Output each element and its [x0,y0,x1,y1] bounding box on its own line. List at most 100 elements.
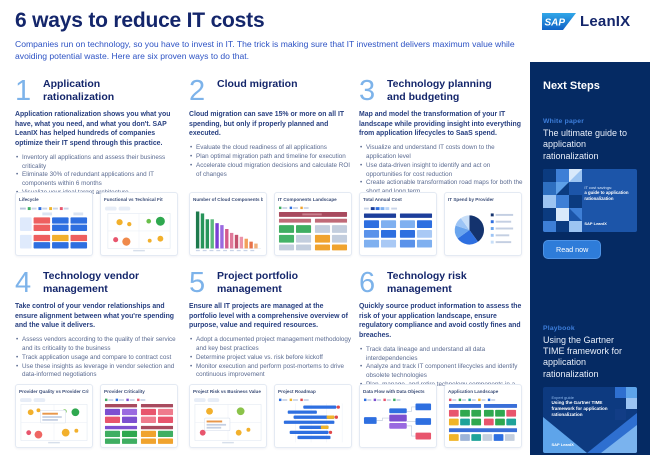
section-number: 2 [189,75,206,107]
resource-type-label: Playbook [543,324,575,332]
chart-thumbnail-total-annual-cost: Total Annual Cost [359,192,437,256]
section-bullets: Assess vendors according to the quality … [15,336,179,380]
section-cloud-migration: 2 Cloud migration Cloud migration can sa… [189,75,353,264]
chart-thumbnail-it-components-landscape: IT Components Landscape [274,192,352,256]
resource-playbook: Playbook Using the Gartner TIME framewor… [543,325,637,455]
chart-thumbnails: Provider Quality vs Provider Criticality… [15,384,178,448]
bullet: Adopt a documented project management me… [189,336,353,354]
data-flow-graphic [363,398,432,440]
section-project-portfolio-management: 5 Project portfolio management Ensure al… [189,268,353,455]
leanix-wordmark: LeanIX [580,13,631,30]
section-number: 3 [359,75,376,107]
chart-thumbnail-title: IT Components Landscape [278,197,337,202]
chart-thumbnail-title: IT Spend by Provider [448,197,494,202]
next-steps-sidebar: Next Steps White paper The ultimate guid… [530,62,650,455]
chart-thumbnail-lifecycle: Lifecycle [15,192,93,256]
read-now-button[interactable]: Read now [543,239,602,259]
chart-thumbnail-title: Total Annual Cost [363,197,402,202]
bullet: Use data-driven insight to identify and … [359,162,523,180]
cover-title: a guide to application rationalization [584,190,629,201]
section-bullets: Evaluate the cloud readiness of all appl… [189,144,353,179]
bullet: Assess vendors according to the quality … [15,336,179,354]
chart-thumbnail-title: Functional vs Technical Fit [104,197,163,202]
cover-brand-logo: SAP LeanIX [551,442,574,448]
chart-thumbnails: Lifecycle Functional vs Technical Fit [15,192,178,256]
cost-landscape-graphic [363,207,433,248]
section-technology-planning-budgeting: 3 Technology planning and budgeting Map … [359,75,523,264]
landscape-graphic [278,206,348,251]
chart-thumbnail-title: Project Risk vs Business Value [193,389,261,394]
resource-title: Using the Gartner TIME framework for app… [543,334,623,379]
chart-thumbnails: Number of Cloud Components by Category [189,192,352,256]
chart-thumbnail-project-risk-bubble: Project Risk vs Business Value [189,384,267,448]
chart-thumbnail-title: Lifecycle [19,197,39,202]
cover-eyebrow: Expert guide [551,394,574,400]
bullet: Determine project value vs. risk before … [189,354,353,363]
whitepaper-cover-thumbnail[interactable]: IT cost savings: a guide to application … [543,168,637,232]
chart-thumbnail-provider-quality-bubble: Provider Quality vs Provider Criticality [15,384,93,448]
chart-thumbnail-data-flow: Data Flow with Data Objects [359,384,437,448]
section-body: Take control of your vendor relationship… [15,303,175,330]
fit-bubble-chart-graphic [104,206,171,252]
section-body: Application rationalization shows you wh… [15,111,171,148]
cover-title: Using the Gartner TIME framework for app… [551,399,608,418]
chart-thumbnail-title: Application Landscape [448,389,499,394]
sap-leanix-logo: SAP LeanIX [542,13,630,30]
chart-thumbnail-title: Number of Cloud Components by Category [193,197,263,202]
bullet: Track data lineage and understand all da… [359,346,523,364]
page-title: 6 ways to reduce IT costs [15,9,265,32]
chart-thumbnail-cloud-components-bar: Number of Cloud Components by Category [189,192,267,256]
resource-type-label: White paper [543,118,585,125]
section-number: 1 [15,75,32,107]
section-number: 6 [359,267,376,299]
section-title: Project portfolio management [217,270,299,295]
bullet: Create actionable transformation road ma… [359,179,523,197]
provider-bubble-chart-graphic [19,398,88,444]
section-title: Technology planning and budgeting [387,78,492,103]
bullet: Eliminate 30% of redundant applications … [15,171,179,189]
sidebar-heading: Next Steps [543,80,600,92]
bullet: Monitor execution and perform post-morte… [189,363,353,381]
chart-thumbnail-title: Provider Criticality [104,389,145,394]
cover-text: IT cost savings: a guide to application … [584,185,633,201]
sap-logo-icon: SAP [542,13,576,30]
bullet: Track application usage and compare to c… [15,354,179,363]
bullet: Use these insights as leverage in vendor… [15,363,179,381]
chart-thumbnail-provider-criticality-landscape: Provider Criticality [100,384,178,448]
chart-thumbnail-it-spend-pie: IT Spend by Provider [444,192,522,256]
playbook-cover-thumbnail[interactable]: Expert guide Using the Gartner TIME fram… [543,386,637,453]
resource-title: The ultimate guide to application ration… [543,128,628,161]
cover-eyebrow: IT cost savings: [584,185,613,191]
chart-thumbnail-title: Provider Quality vs Provider Criticality [19,389,89,394]
chart-thumbnail-application-landscape: Application Landscape [444,384,522,448]
bullet: Analyze and track IT component lifecycle… [359,363,523,381]
bullet: Plan optimal migration path and timeline… [189,153,353,162]
bullet: Visualize and understand IT costs down t… [359,144,523,162]
chart-thumbnails: Project Risk vs Business Value Project R… [189,384,352,448]
pie-chart-graphic [454,213,514,245]
bullet: Inventory all applications and assess th… [15,154,179,172]
section-body: Quickly source product information to as… [359,303,522,340]
bar-chart-graphic [194,211,262,252]
section-title: Cloud migration [217,78,298,90]
application-landscape-graphic [448,398,518,441]
section-technology-risk-management: 6 Technology risk management Quickly sou… [359,267,523,455]
chart-thumbnail-title: Project Roadmap [278,389,316,394]
cover-text: Expert guide Using the Gartner TIME fram… [551,395,613,419]
playbook-cover-pattern [543,386,637,453]
section-body: Ensure all IT projects are managed at th… [189,303,348,330]
section-body: Cloud migration can save 15% or more on … [189,111,345,138]
chart-thumbnail-title: Data Flow with Data Objects [363,389,425,394]
section-application-rationalization: 1 Application rationalization Applicatio… [15,75,179,264]
risk-bubble-chart-graphic [193,398,262,444]
section-title: Application rationalization [43,78,115,103]
lifecycle-matrix-graphic [19,207,88,249]
section-title: Technology risk management [387,270,467,295]
section-bullets: Adopt a documented project management me… [189,336,353,380]
bullet: Accelerate cloud migration decisions and… [189,162,353,180]
chart-thumbnail-project-roadmap: Project Roadmap [274,384,352,448]
chart-thumbnails: Data Flow with Data Objects [359,384,522,448]
criticality-landscape-graphic [104,398,174,444]
section-number: 4 [15,267,32,299]
